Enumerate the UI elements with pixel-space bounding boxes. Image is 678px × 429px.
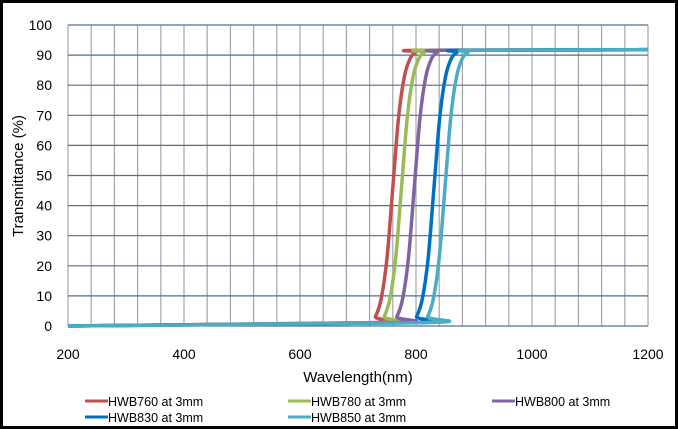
y-tick-label: 0 [44, 318, 52, 334]
y-tick-label: 100 [29, 17, 53, 33]
legend-label: HWB780 at 3mm [311, 395, 406, 409]
legend-label: HWB800 at 3mm [515, 395, 610, 409]
y-tick-label: 70 [36, 107, 52, 123]
y-tick-label: 60 [36, 137, 52, 153]
x-tick-label: 800 [404, 346, 428, 362]
series-line-hwb850 [67, 47, 649, 328]
y-tick-label: 20 [36, 258, 52, 274]
series-line-hwb760 [67, 47, 649, 328]
x-tick-labels: 200 400 600 800 1000 1200 [56, 346, 663, 362]
series-line-hwb830 [67, 47, 649, 328]
y-tick-label: 30 [36, 228, 52, 244]
legend-label: HWB760 at 3mm [108, 395, 203, 409]
y-tick-label: 80 [36, 77, 52, 93]
legend-label: HWB830 at 3mm [108, 411, 203, 425]
y-axis-label: Transmittance (%) [10, 115, 27, 237]
x-tick-label: 1200 [632, 346, 663, 362]
series-line-hwb800 [67, 47, 649, 328]
y-tick-label: 10 [36, 288, 52, 304]
y-tick-labels: 0 10 20 30 40 50 60 70 80 90 100 [29, 17, 53, 334]
y-tick-label: 40 [36, 198, 52, 214]
x-tick-label: 400 [172, 346, 196, 362]
y-tick-label: 50 [36, 168, 52, 184]
x-tick-label: 1000 [516, 346, 547, 362]
legend-label: HWB850 at 3mm [311, 411, 406, 425]
y-tick-label: 90 [36, 47, 52, 63]
legend: HWB760 at 3mm HWB780 at 3mm HWB800 at 3mm H… [85, 395, 610, 425]
x-tick-label: 200 [56, 346, 80, 362]
series-lines [67, 47, 649, 328]
x-axis-label: Wavelength(nm) [303, 369, 412, 386]
grid [67, 24, 649, 327]
x-tick-label: 600 [288, 346, 312, 362]
series-line-hwb780 [67, 47, 649, 328]
